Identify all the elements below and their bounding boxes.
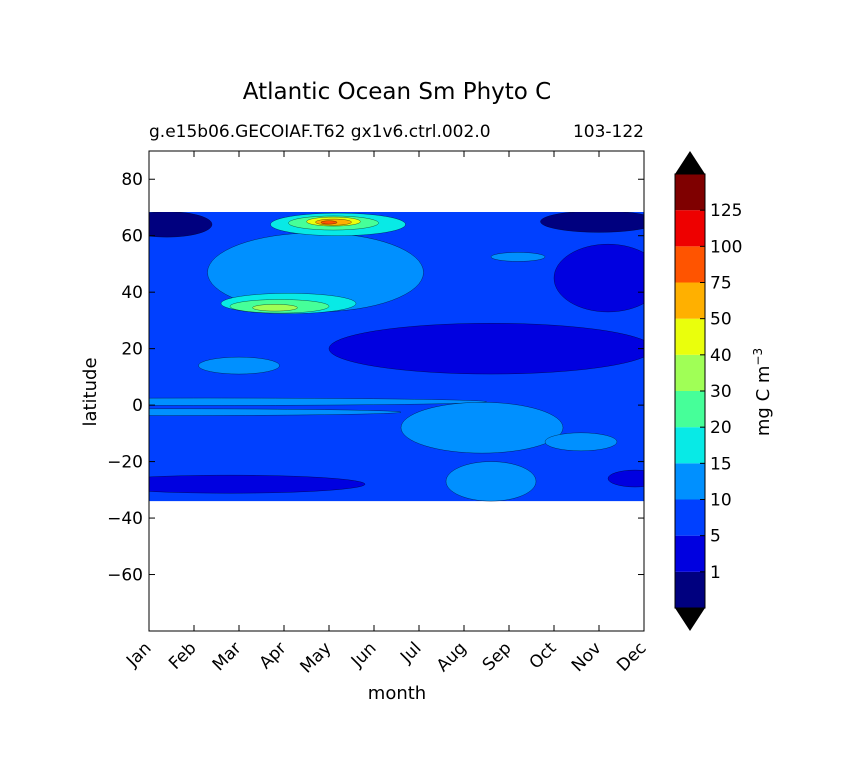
y-tick-label: −20	[107, 453, 143, 473]
colorbar-segment	[675, 427, 705, 464]
x-tick-label: Jun	[347, 638, 381, 672]
colorbar-tick-label: 1	[710, 563, 721, 583]
y-tick-label: −40	[107, 509, 143, 529]
contour-region-mid-tropics-north	[198, 356, 280, 375]
y-tick-label: 0	[132, 396, 143, 416]
contour-region-mid-south-deep	[445, 461, 537, 502]
x-tick-label: Sep	[479, 638, 516, 675]
x-tick-label: Nov	[568, 638, 606, 676]
chart-subtitle-left: g.e15b06.GECOIAF.T62 gx1v6.ctrl.002.0	[149, 122, 491, 142]
y-tick-label: 80	[121, 170, 143, 190]
y-tick-label: 20	[121, 340, 143, 360]
plot-area: Jan Feb Mar Apr May Jun Jul Aug Sep Oct Nov Dec 80 6…	[107, 150, 651, 677]
colorbar-segment	[675, 210, 705, 247]
x-tick-label: Feb	[165, 638, 200, 673]
colorbar-tick-label: 75	[710, 274, 732, 294]
x-axis-label: month	[368, 683, 426, 704]
colorbar-segment	[675, 535, 705, 572]
plot-frame	[148, 150, 645, 632]
y-tick-label: −60	[107, 566, 143, 586]
colorbar-segment	[675, 571, 705, 608]
contour-region-peak-north-bloom	[252, 304, 298, 312]
colorbar-segment	[675, 499, 705, 536]
colorbar-segment	[675, 282, 705, 319]
y-tick-label: 40	[121, 283, 143, 303]
contour-region-mid-equator-south	[149, 408, 402, 416]
x-tick-label: Jan	[122, 638, 155, 671]
y-axis: 80 60 40 20 0 −20 −40 −60	[107, 170, 644, 586]
colorbar-segment	[675, 246, 705, 283]
contour-region-min-northeast	[540, 212, 644, 233]
colorbar-extend-over	[675, 151, 705, 174]
colorbar-label-text: mg C m	[753, 366, 774, 437]
contour-fill	[149, 212, 644, 502]
colorbar-segment	[675, 174, 705, 211]
colorbar-tick-label: 40	[710, 346, 732, 366]
colorbar-tick-label: 20	[710, 418, 732, 438]
colorbar-tick-label: 30	[710, 382, 732, 402]
colorbar-tick-label: 50	[710, 310, 732, 330]
contour-region-min-northwest	[149, 212, 213, 238]
contour-region-peak-subpolar-3	[320, 220, 338, 225]
colorbar-segment	[675, 391, 705, 428]
chart-subtitle-right: 103-122	[573, 122, 644, 142]
colorbar-tick-label: 5	[710, 527, 721, 547]
colorbar-tick-label: 10	[710, 491, 732, 511]
contour-region-low-band-northeast	[553, 243, 644, 313]
contour-region-mid-south-east	[544, 432, 618, 452]
contour-region-mid-south-wide	[400, 402, 564, 454]
y-tick-label: 60	[121, 227, 143, 247]
colorbar-segment	[675, 463, 705, 500]
chart-title: Atlantic Ocean Sm Phyto C	[243, 79, 552, 105]
colorbar-segment	[675, 354, 705, 391]
contour-region-low-band-north	[328, 322, 644, 375]
x-tick-label: Oct	[526, 638, 561, 673]
x-tick-label: Apr	[256, 638, 291, 673]
colorbar-extend-under	[675, 608, 705, 631]
colorbar-segment	[675, 318, 705, 355]
y-axis-label: latitude	[80, 357, 101, 426]
colorbar-label: mg C m−3	[751, 348, 774, 436]
colorbar-tick-label: 125	[710, 201, 742, 221]
colorbar-tick-label: 100	[710, 237, 742, 257]
x-tick-label: Jul	[396, 638, 425, 667]
contour-region-low-band-south	[149, 474, 366, 494]
x-tick-label: Mar	[209, 638, 246, 675]
x-tick-label: Dec	[613, 638, 650, 675]
contour-region-mid-north-patch	[490, 252, 546, 262]
colorbar-tick-label: 15	[710, 454, 732, 474]
x-tick-label: Aug	[433, 638, 471, 676]
x-tick-label: May	[297, 638, 336, 677]
colorbar-label-exponent: −3	[751, 348, 765, 366]
contour-region-mid-equator-north	[149, 397, 487, 406]
contour-region-low-band-southeast	[607, 469, 644, 488]
